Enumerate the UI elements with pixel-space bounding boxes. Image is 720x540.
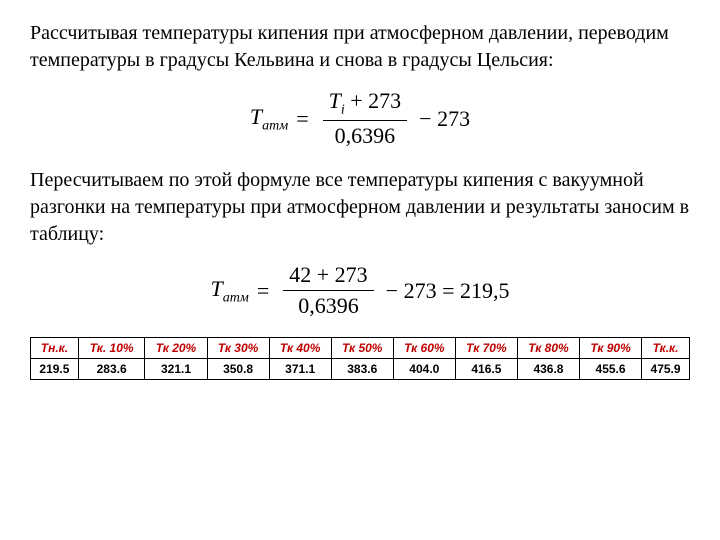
formula-1: Tатм = Ti + 273 0,6396 − 273	[30, 88, 690, 149]
table-cell: 416.5	[455, 359, 517, 380]
f2-num: 42 + 273	[283, 262, 373, 291]
col-header: Тк 20%	[145, 338, 207, 359]
table-cell: 436.8	[517, 359, 579, 380]
table-header-row: Тн.к. Тк. 10% Тк 20% Тк 30% Тк 40% Тк 50…	[31, 338, 690, 359]
f1-fraction: Ti + 273 0,6396	[323, 88, 408, 149]
table-cell: 371.1	[269, 359, 331, 380]
formula-2: Tатм = 42 + 273 0,6396 − 273 = 219,5	[30, 262, 690, 319]
table-cell: 455.6	[580, 359, 642, 380]
col-header: Тк 30%	[207, 338, 269, 359]
f1-tail: − 273	[419, 106, 470, 132]
col-header: Тк 90%	[580, 338, 642, 359]
f2-tail: − 273 = 219,5	[386, 278, 510, 304]
table-cell: 404.0	[393, 359, 455, 380]
table-cell: 321.1	[145, 359, 207, 380]
f1-lhs-T: T	[250, 104, 262, 129]
table-cell: 383.6	[331, 359, 393, 380]
col-header: Тк.к.	[642, 338, 690, 359]
col-header: Тн.к.	[31, 338, 79, 359]
col-header: Тк 40%	[269, 338, 331, 359]
f2-fraction: 42 + 273 0,6396	[283, 262, 373, 319]
paragraph-1: Рассчитывая температуры кипения при атмо…	[30, 20, 690, 74]
f2-den: 0,6396	[283, 291, 373, 319]
col-header: Тк. 10%	[78, 338, 145, 359]
f1-num-T: T	[329, 88, 341, 113]
f2-lhs-T: T	[211, 276, 223, 301]
f1-lhs-sub: атм	[262, 118, 288, 133]
f2-lhs-sub: атм	[223, 290, 249, 305]
results-table: Тн.к. Тк. 10% Тк 20% Тк 30% Тк 40% Тк 50…	[30, 337, 690, 380]
f1-num-plus: + 273	[345, 88, 401, 113]
col-header: Тк 50%	[331, 338, 393, 359]
col-header: Тк 60%	[393, 338, 455, 359]
table-cell: 283.6	[78, 359, 145, 380]
table-row: 219.5 283.6 321.1 350.8 371.1 383.6 404.…	[31, 359, 690, 380]
col-header: Тк 80%	[517, 338, 579, 359]
col-header: Тк 70%	[455, 338, 517, 359]
paragraph-2: Пересчитываем по этой формуле все темпер…	[30, 167, 690, 248]
table-cell: 219.5	[31, 359, 79, 380]
table-cell: 350.8	[207, 359, 269, 380]
f1-den: 0,6396	[323, 121, 408, 149]
table-cell: 475.9	[642, 359, 690, 380]
